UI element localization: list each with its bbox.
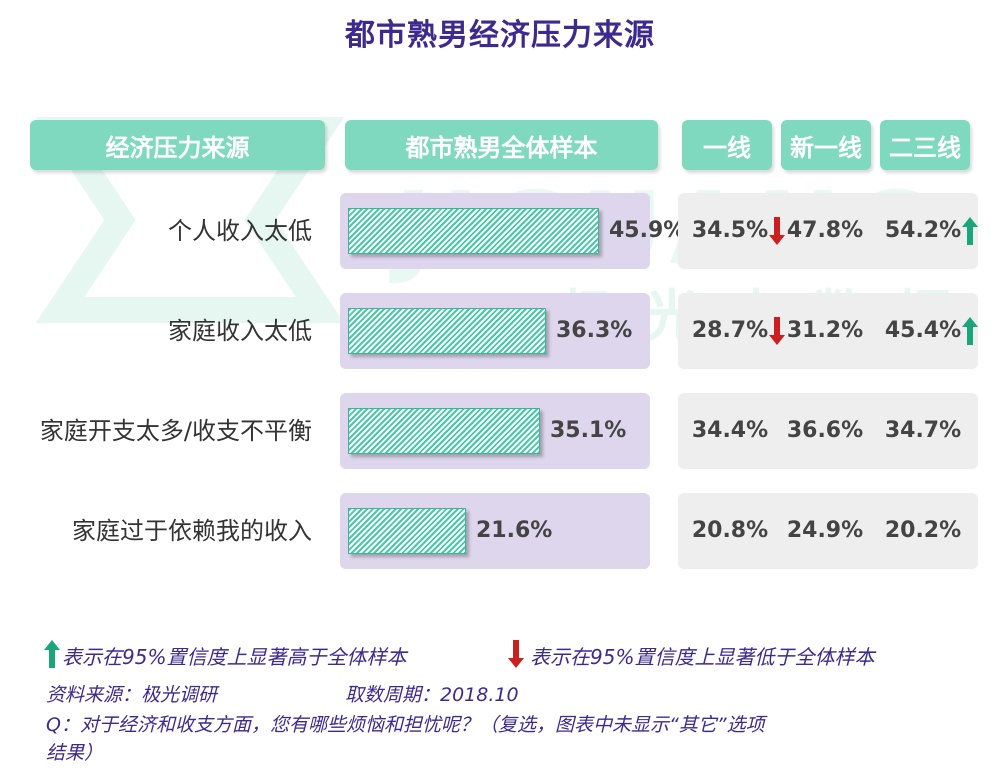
up-arrow-icon — [962, 217, 978, 245]
footer-question-line2: 结果） — [46, 742, 104, 764]
tier-value: 34.4% — [691, 418, 769, 443]
tier-row-background — [678, 393, 978, 469]
category-label: 个人收入太低 — [168, 217, 312, 245]
tier-row-background — [678, 493, 978, 569]
header-tier23: 二三线 — [880, 120, 970, 170]
tier-value: 31.2% — [786, 318, 864, 343]
category-label: 家庭收入太低 — [168, 317, 312, 345]
tier-row-background — [678, 193, 978, 269]
down-arrow-icon — [769, 217, 785, 245]
tier-row-background — [678, 293, 978, 369]
tier-value: 47.8% — [786, 218, 864, 243]
tier-value: 45.4% — [884, 318, 962, 343]
bar — [348, 208, 599, 254]
tier-value: 34.7% — [884, 418, 962, 443]
tier-value: 20.8% — [691, 518, 769, 543]
header-total: 都市熟男全体样本 — [345, 120, 658, 170]
bar-value-label: 45.9% — [609, 218, 686, 243]
legend-down-text: 表示在95%置信度上显著低于全体样本 — [530, 645, 875, 669]
header-tier1: 一线 — [682, 120, 772, 170]
header-source: 经济压力来源 — [30, 120, 325, 170]
legend-down-arrow-icon — [508, 640, 524, 668]
down-arrow-icon — [769, 317, 785, 345]
tier-value: 36.6% — [786, 418, 864, 443]
bar — [348, 508, 466, 554]
legend-up-text: 表示在95%置信度上显著高于全体样本 — [62, 645, 407, 669]
bar — [348, 308, 546, 354]
chart-title: 都市熟男经济压力来源 — [345, 18, 655, 53]
category-label: 家庭过于依赖我的收入 — [72, 517, 312, 545]
tier-value: 28.7% — [691, 318, 769, 343]
bar-value-label: 35.1% — [550, 418, 627, 443]
category-label: 家庭开支太多/收支不平衡 — [39, 417, 312, 445]
header-tier-new1: 新一线 — [781, 120, 871, 170]
up-arrow-icon — [962, 317, 978, 345]
bar-value-label: 36.3% — [556, 318, 633, 343]
tier-value: 54.2% — [884, 218, 962, 243]
footer-question-line1: Q：对于经济和收支方面，您有哪些烦恼和担忧呢？（复选，图表中未显示“其它”选项 — [46, 714, 765, 736]
footer-period: 取数周期：2018.10 — [345, 684, 519, 706]
tier-value: 20.2% — [884, 518, 962, 543]
legend-up-arrow-icon — [44, 640, 60, 668]
bar-value-label: 21.6% — [476, 518, 553, 543]
tier-value: 24.9% — [786, 518, 864, 543]
tier-value: 34.5% — [691, 218, 769, 243]
bar — [348, 408, 540, 454]
footer-source: 资料来源：极光调研 — [46, 684, 218, 706]
